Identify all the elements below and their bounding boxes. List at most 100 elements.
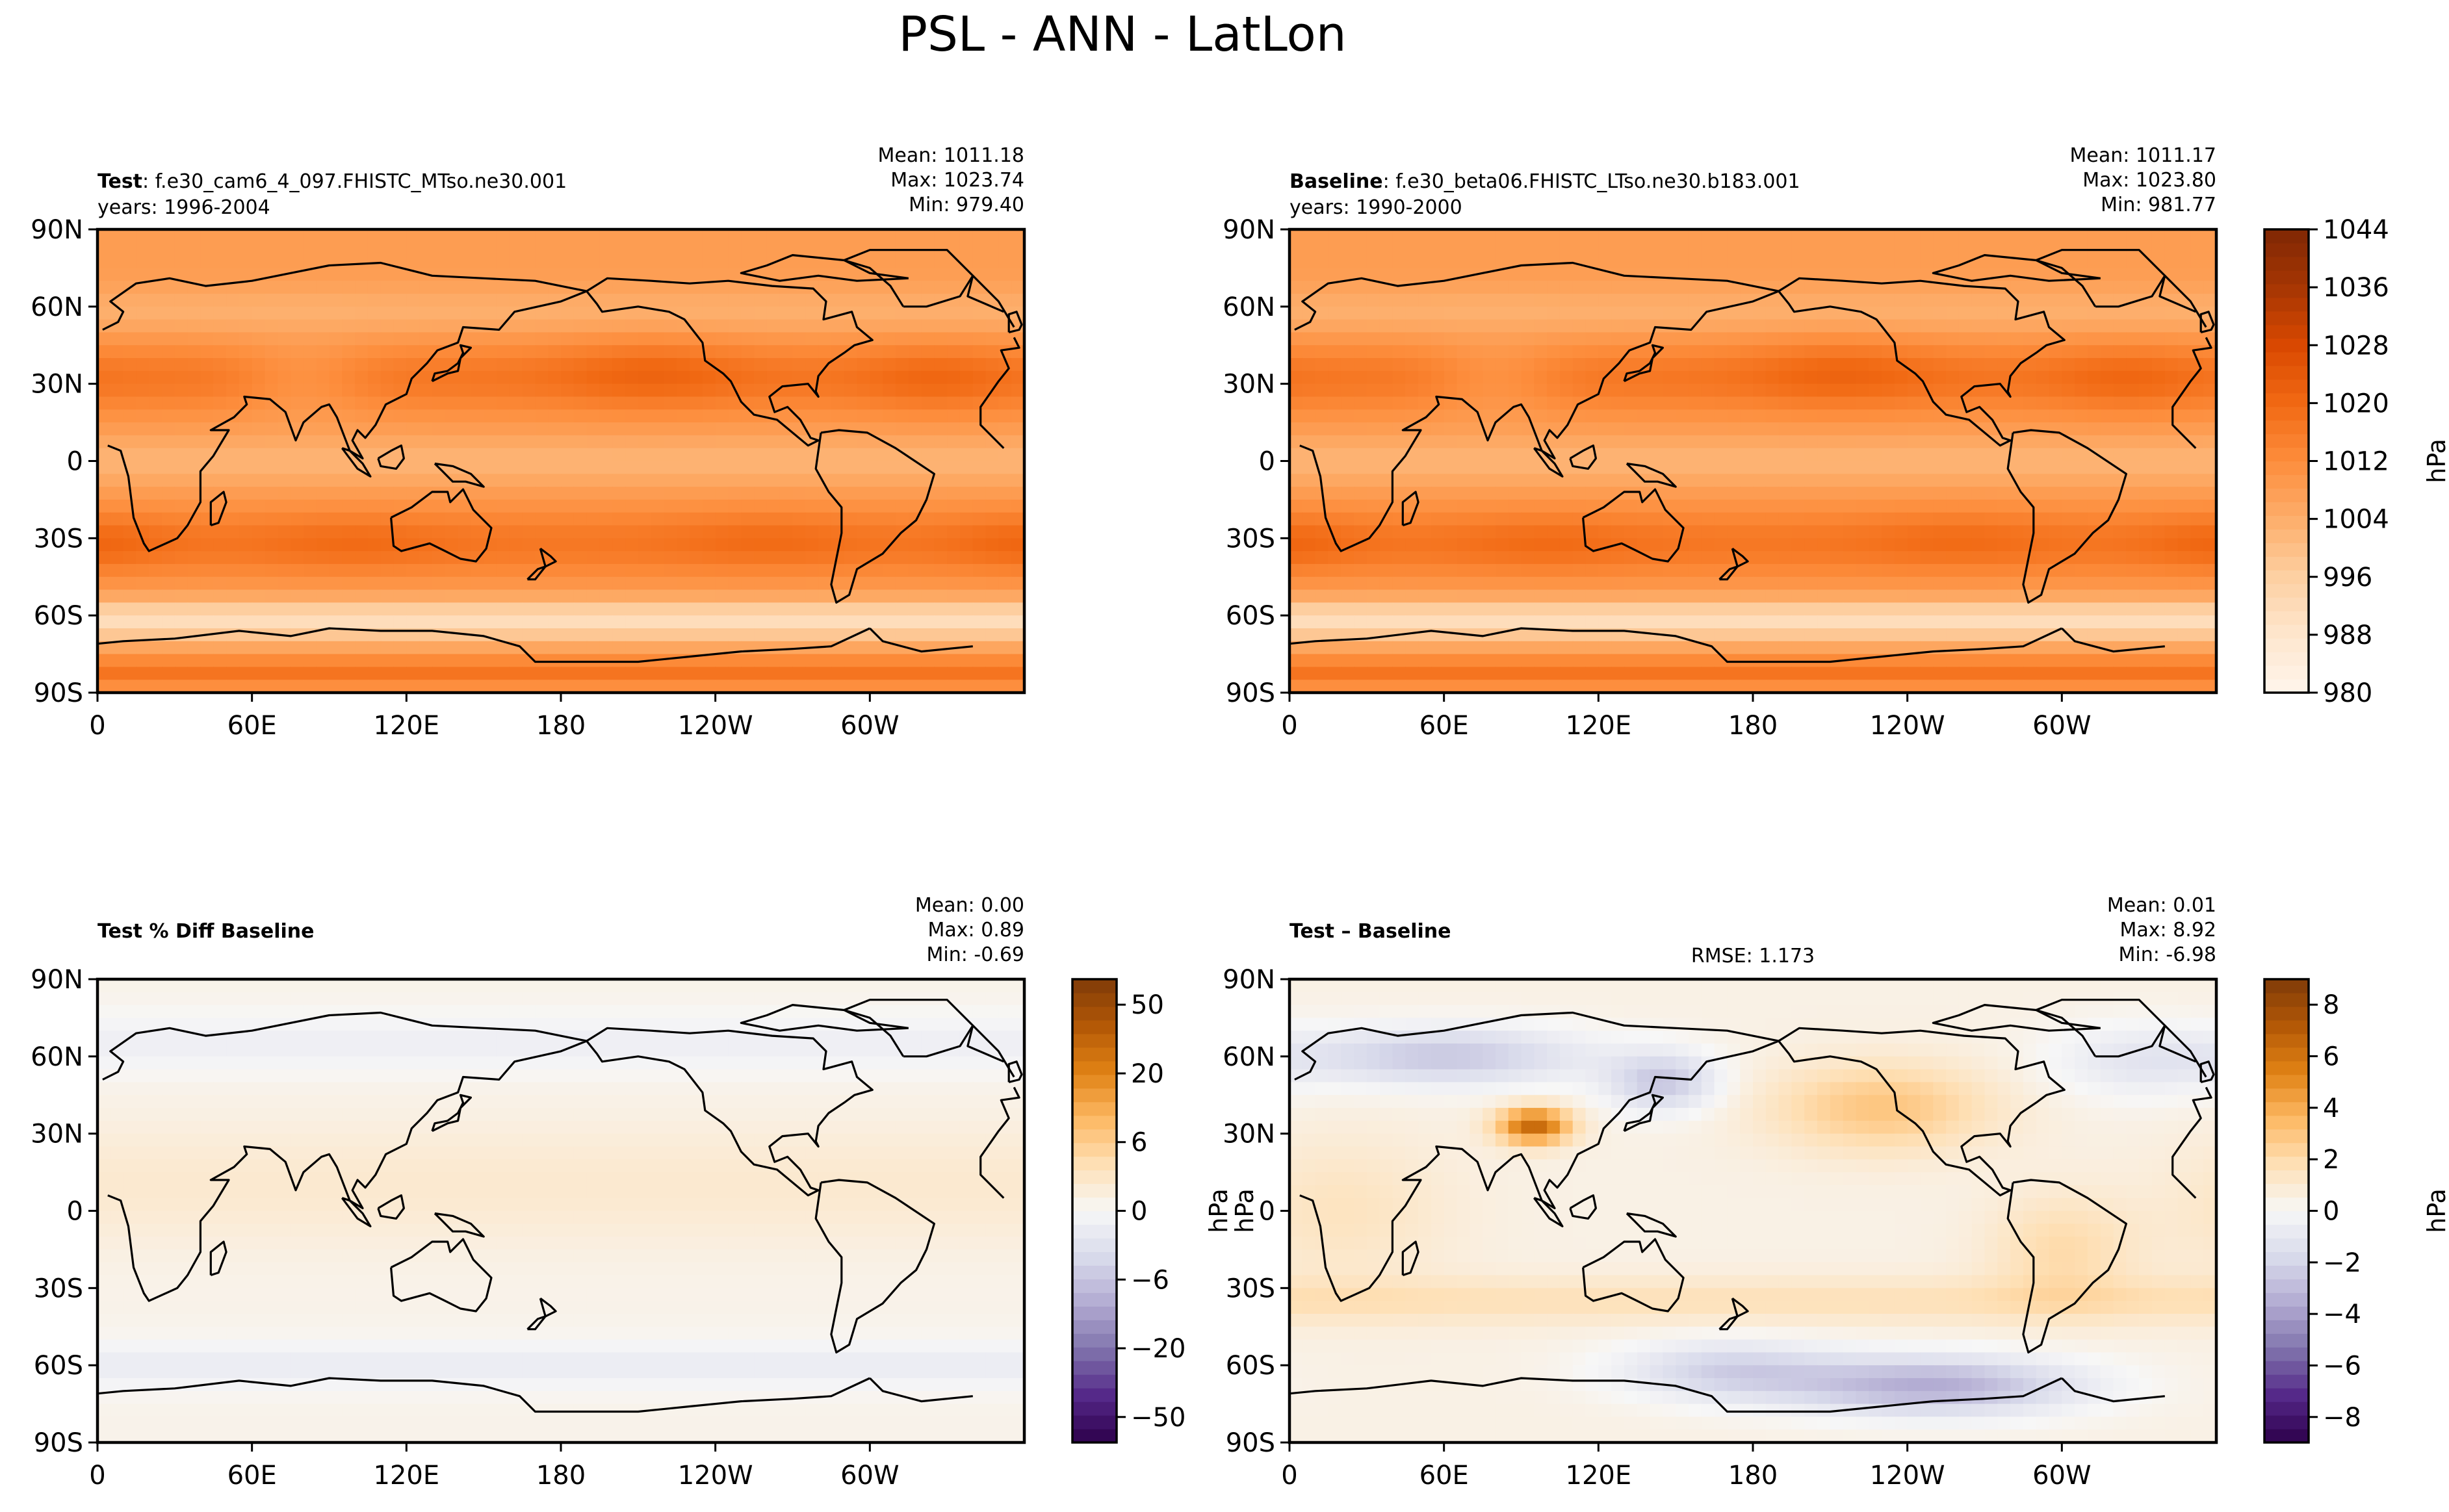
field-cell xyxy=(213,654,227,667)
field-cell xyxy=(625,435,639,449)
field-cell xyxy=(187,255,201,269)
field-cell xyxy=(252,563,266,578)
field-cell xyxy=(573,268,588,281)
field-cell xyxy=(174,680,188,693)
field-cell xyxy=(831,332,845,346)
field-cell xyxy=(1328,281,1341,294)
field-cell xyxy=(573,242,588,256)
field-cell xyxy=(1392,563,1406,578)
field-cell xyxy=(1804,487,1818,500)
field-cell xyxy=(677,396,690,410)
field-cell xyxy=(1984,383,1998,398)
field-cell xyxy=(162,448,175,462)
field-cell xyxy=(162,332,175,346)
field-cell xyxy=(1483,229,1496,243)
field-cell xyxy=(1688,306,1702,320)
field-cell xyxy=(1392,345,1406,359)
field-cell xyxy=(638,422,652,436)
field-cell xyxy=(252,654,266,667)
field-cell xyxy=(792,448,806,462)
field-cell xyxy=(1894,383,1908,398)
field-cell xyxy=(677,229,690,243)
field-cell xyxy=(1341,396,1354,410)
field-cell xyxy=(1585,383,1599,398)
field-cell xyxy=(316,667,330,680)
field-cell xyxy=(123,448,137,462)
field-cell xyxy=(2100,358,2114,372)
field-cell xyxy=(625,641,639,655)
field-cell xyxy=(2062,396,2075,410)
field-cell xyxy=(638,268,652,281)
field-cell xyxy=(741,383,755,398)
field-cell xyxy=(728,294,742,307)
field-cell xyxy=(393,487,407,500)
field-cell xyxy=(548,435,562,449)
field-cell xyxy=(355,538,369,552)
field-cell xyxy=(573,551,588,565)
field-cell xyxy=(1958,474,1973,487)
field-cell xyxy=(1379,525,1393,539)
field-cell xyxy=(766,680,781,693)
field-cell xyxy=(522,474,536,487)
field-cell xyxy=(792,538,806,552)
field-cell xyxy=(1817,396,1831,410)
field-cell xyxy=(1341,551,1354,565)
field-cell xyxy=(136,461,149,474)
field-cell xyxy=(367,512,382,526)
field-cell xyxy=(1856,499,1869,513)
field-cell xyxy=(1521,332,1535,346)
field-cell xyxy=(97,435,111,449)
field-cell xyxy=(702,383,716,398)
field-cell xyxy=(1418,370,1432,385)
field-cell xyxy=(1341,370,1354,385)
field-cell xyxy=(573,255,588,269)
field-cell xyxy=(355,358,369,372)
field-cell xyxy=(702,499,716,513)
field-cell xyxy=(213,576,227,591)
field-cell xyxy=(805,589,819,603)
field-cell xyxy=(766,370,781,385)
field-cell xyxy=(818,281,832,294)
field-cell xyxy=(316,281,330,294)
field-cell xyxy=(1534,332,1548,346)
field-cell xyxy=(1843,422,1857,436)
field-cell xyxy=(496,268,510,281)
field-cell xyxy=(2087,461,2101,474)
field-cell xyxy=(573,512,588,526)
field-cell xyxy=(1869,474,1882,487)
field-cell xyxy=(226,422,240,436)
field-cell xyxy=(586,358,601,372)
field-cell xyxy=(664,383,677,398)
field-cell xyxy=(1572,319,1587,333)
field-cell xyxy=(831,667,845,680)
field-cell xyxy=(1289,294,1303,307)
field-cell xyxy=(1431,461,1445,474)
field-cell xyxy=(921,332,935,346)
field-cell xyxy=(136,512,149,526)
field-cell xyxy=(2139,576,2153,591)
field-cell xyxy=(1444,551,1458,565)
field-cell xyxy=(509,615,523,629)
field-cell xyxy=(97,319,111,333)
field-cell xyxy=(1984,589,1998,603)
field-cell xyxy=(1663,525,1676,539)
field-cell xyxy=(1508,615,1522,629)
field-cell xyxy=(174,461,188,474)
field-cell xyxy=(805,268,819,281)
field-cell xyxy=(226,370,240,385)
field-cell xyxy=(1856,525,1869,539)
field-cell xyxy=(1431,435,1445,449)
field-cell xyxy=(1791,641,1805,655)
field-cell xyxy=(1791,229,1805,243)
field-cell xyxy=(1894,268,1908,281)
field-cell xyxy=(779,242,794,256)
field-cell xyxy=(895,499,909,513)
field-cell xyxy=(342,680,356,693)
field-cell xyxy=(2062,474,2075,487)
field-cell xyxy=(239,332,253,346)
field-cell xyxy=(291,332,304,346)
field-cell xyxy=(1011,448,1024,462)
field-cell xyxy=(213,332,227,346)
field-cell xyxy=(1431,358,1445,372)
field-cell xyxy=(908,448,922,462)
